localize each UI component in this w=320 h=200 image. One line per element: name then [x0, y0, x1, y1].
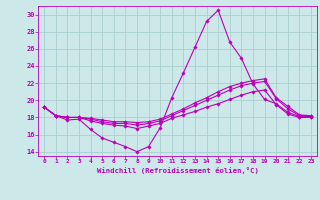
X-axis label: Windchill (Refroidissement éolien,°C): Windchill (Refroidissement éolien,°C): [97, 167, 259, 174]
